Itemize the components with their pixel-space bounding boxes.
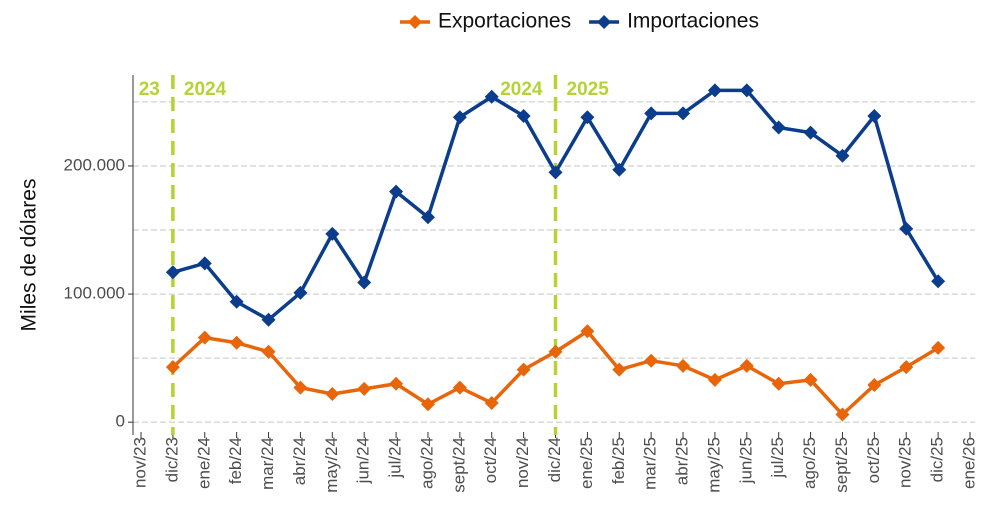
- point: [229, 335, 244, 350]
- year-label-before: 23: [139, 79, 160, 100]
- point: [867, 378, 882, 393]
- point: [229, 294, 244, 309]
- point: [325, 387, 340, 402]
- year-label-before: 2024: [500, 79, 543, 100]
- point: [931, 274, 946, 289]
- legend-label: Importaciones: [627, 10, 759, 33]
- legend-label: Exportaciones: [438, 10, 571, 33]
- year-label-after: 2024: [184, 79, 227, 100]
- point: [580, 324, 595, 339]
- point: [644, 353, 659, 368]
- point: [325, 226, 340, 241]
- point: [612, 362, 627, 377]
- x-tick-label: ene/25: [577, 437, 596, 489]
- point: [676, 358, 691, 373]
- x-tick-label: dic/25: [928, 437, 947, 482]
- point: [676, 106, 691, 121]
- point: [165, 265, 180, 280]
- point: [739, 358, 754, 373]
- point: [931, 340, 946, 355]
- point: [293, 285, 308, 300]
- x-tick-label: jul/24: [386, 437, 405, 479]
- point: [357, 275, 372, 290]
- x-tick-label: nov/23: [130, 437, 149, 488]
- point: [739, 83, 754, 98]
- point: [548, 344, 563, 359]
- legend-marker: [408, 15, 422, 29]
- x-tick-label: oct/25: [864, 437, 883, 483]
- point: [835, 148, 850, 163]
- point: [803, 125, 818, 140]
- x-tick-label: jun/24: [354, 437, 373, 484]
- x-tick-label: dic/24: [545, 437, 564, 482]
- x-tick-label: feb/24: [226, 437, 245, 484]
- point: [452, 110, 467, 125]
- year-label-after: 2025: [567, 79, 610, 100]
- point: [484, 395, 499, 410]
- point: [420, 210, 435, 225]
- point: [803, 372, 818, 387]
- point: [835, 407, 850, 422]
- point: [612, 162, 627, 177]
- y-tick-label: 200.000: [64, 155, 125, 174]
- point: [771, 120, 786, 135]
- x-tick-label: nov/25: [896, 437, 915, 488]
- x-tick-label: dic/23: [162, 437, 181, 482]
- point: [516, 362, 531, 377]
- x-tick-label: nov/24: [513, 437, 532, 488]
- point: [548, 165, 563, 180]
- x-tick-label: ago/25: [800, 437, 819, 489]
- point: [197, 330, 212, 345]
- point: [357, 381, 372, 396]
- point: [771, 376, 786, 391]
- legend-marker: [597, 15, 612, 29]
- x-tick-label: ene/26: [959, 437, 978, 489]
- x-tick-label: feb/25: [609, 437, 628, 484]
- x-tick-label: ene/24: [194, 437, 213, 489]
- y-tick-label: 100.000: [64, 284, 125, 303]
- x-tick-label: sept/25: [832, 437, 851, 493]
- point: [261, 344, 276, 359]
- point: [293, 380, 308, 395]
- point: [899, 221, 914, 236]
- x-tick-label: abr/25: [673, 437, 692, 485]
- y-tick-label: 0: [116, 412, 125, 431]
- point: [165, 360, 180, 375]
- point: [420, 397, 435, 412]
- y-axis-label: Miles de dólares: [18, 179, 41, 332]
- point: [389, 184, 404, 199]
- x-tick-label: may/24: [322, 437, 341, 493]
- x-tick-label: oct/24: [481, 437, 500, 483]
- point: [197, 256, 212, 271]
- x-tick-label: sept/24: [449, 437, 468, 493]
- point: [644, 106, 659, 121]
- x-tick-label: ago/24: [417, 437, 436, 489]
- point: [452, 380, 467, 395]
- point: [867, 108, 882, 123]
- x-tick-label: mar/24: [258, 437, 277, 490]
- x-tick-label: jun/25: [736, 437, 755, 484]
- point: [899, 360, 914, 375]
- point: [580, 110, 595, 125]
- point: [261, 312, 276, 327]
- x-tick-label: may/25: [704, 437, 723, 493]
- point: [516, 108, 531, 123]
- point: [707, 83, 722, 98]
- point: [707, 372, 722, 387]
- point: [389, 376, 404, 391]
- x-tick-label: abr/24: [290, 437, 309, 485]
- x-tick-label: mar/25: [641, 437, 660, 490]
- x-tick-label: jul/25: [768, 437, 787, 479]
- point: [484, 89, 499, 104]
